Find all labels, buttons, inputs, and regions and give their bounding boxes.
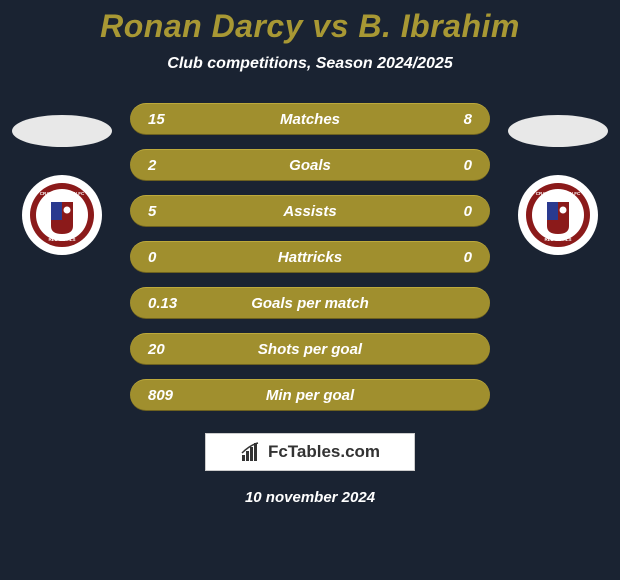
stat-label: Goals — [289, 157, 331, 174]
stat-left-value: 5 — [148, 203, 156, 220]
brand-box[interactable]: FcTables.com — [205, 433, 415, 471]
stat-row: 2 Goals 0 — [130, 149, 490, 181]
date-line: 10 november 2024 — [245, 489, 375, 506]
stat-left-value: 15 — [148, 111, 165, 128]
stat-label: Min per goal — [266, 387, 354, 404]
svg-text:CRAWLEY TOWN FC: CRAWLEY TOWN FC — [40, 191, 85, 196]
stat-left-value: 0.13 — [148, 295, 177, 312]
comparison-subtitle: Club competitions, Season 2024/2025 — [167, 55, 452, 73]
left-player-placeholder — [12, 115, 112, 147]
stat-label: Goals per match — [251, 295, 369, 312]
stat-left-value: 20 — [148, 341, 165, 358]
club-badge-icon: CRAWLEY TOWN FC RED DEVILS — [29, 182, 95, 248]
stat-left-value: 0 — [148, 249, 156, 266]
svg-text:CRAWLEY TOWN FC: CRAWLEY TOWN FC — [536, 191, 581, 196]
right-club-badge: CRAWLEY TOWN FC RED DEVILS — [518, 175, 598, 255]
club-badge-icon: CRAWLEY TOWN FC RED DEVILS — [525, 182, 591, 248]
stat-left-value: 2 — [148, 157, 156, 174]
svg-text:RED DEVILS: RED DEVILS — [544, 237, 571, 242]
stat-row: 809 Min per goal — [130, 379, 490, 411]
stat-left-value: 809 — [148, 387, 173, 404]
brand-text: FcTables.com — [268, 442, 380, 462]
stat-right-value: 0 — [464, 249, 472, 266]
right-player-col: CRAWLEY TOWN FC RED DEVILS — [508, 103, 608, 255]
comparison-title: Ronan Darcy vs B. Ibrahim — [100, 8, 520, 45]
stat-row: 0.13 Goals per match — [130, 287, 490, 319]
stat-label: Shots per goal — [258, 341, 362, 358]
stat-label: Hattricks — [278, 249, 342, 266]
stat-row: 5 Assists 0 — [130, 195, 490, 227]
stat-label: Matches — [280, 111, 340, 128]
stat-row: 15 Matches 8 — [130, 103, 490, 135]
stats-column: 15 Matches 8 2 Goals 0 5 Assists 0 0 Hat… — [130, 103, 490, 411]
left-player-col: CRAWLEY TOWN FC RED DEVILS — [12, 103, 112, 255]
stat-row: 20 Shots per goal — [130, 333, 490, 365]
stat-label: Assists — [283, 203, 336, 220]
stat-right-value: 0 — [464, 203, 472, 220]
svg-text:RED DEVILS: RED DEVILS — [48, 237, 75, 242]
comparison-main-row: CRAWLEY TOWN FC RED DEVILS 15 Matches 8 … — [0, 103, 620, 411]
stat-row: 0 Hattricks 0 — [130, 241, 490, 273]
stat-right-value: 0 — [464, 157, 472, 174]
left-club-badge: CRAWLEY TOWN FC RED DEVILS — [22, 175, 102, 255]
right-player-placeholder — [508, 115, 608, 147]
fctables-logo-icon — [240, 441, 262, 463]
stat-right-value: 8 — [464, 111, 472, 128]
